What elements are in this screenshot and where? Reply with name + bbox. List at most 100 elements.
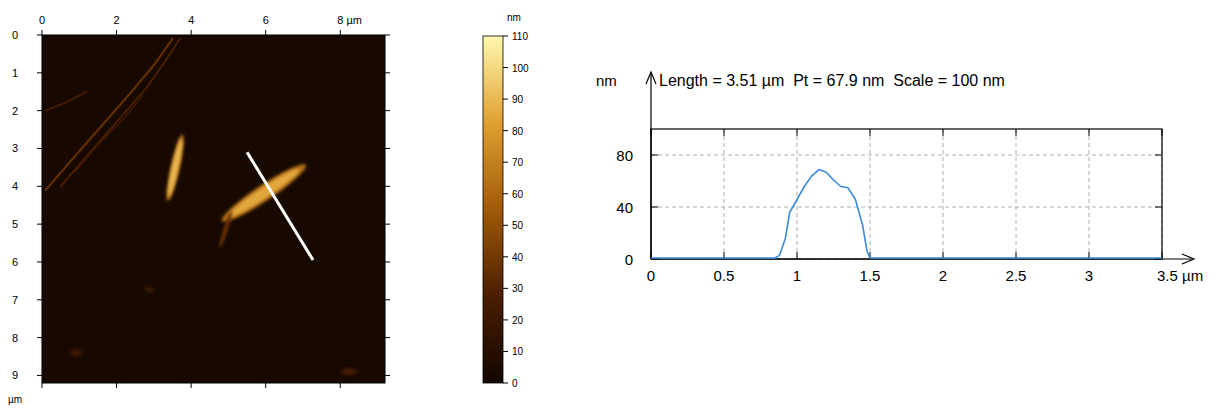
feature-halo xyxy=(340,368,357,375)
x-tick xyxy=(265,30,266,35)
y-tick xyxy=(1155,207,1162,208)
colorbar-tick xyxy=(503,351,508,352)
colorbar-tick xyxy=(503,36,508,37)
colorbar-tick-label: 0 xyxy=(512,378,518,389)
colorbar-tick xyxy=(503,225,508,226)
profile-curve xyxy=(651,170,1162,258)
y-tick xyxy=(385,261,390,262)
colorbar-tick-label: 70 xyxy=(512,157,524,168)
colorbar xyxy=(483,36,503,383)
feature xyxy=(219,212,233,247)
y-tick xyxy=(651,155,658,156)
feature xyxy=(146,287,153,292)
y-tick-label: 7 xyxy=(12,294,18,306)
profile-line xyxy=(247,152,313,260)
y-tick xyxy=(385,148,390,149)
y-tick xyxy=(37,261,42,262)
x-grid xyxy=(1089,129,1090,259)
colorbar-tick xyxy=(503,288,508,289)
x-tick xyxy=(116,383,117,388)
colorbar-tick-label: 100 xyxy=(512,63,529,74)
x-tick xyxy=(191,383,192,388)
x-tick xyxy=(870,129,871,136)
x-tick-label: 1 xyxy=(793,267,801,284)
x-tick xyxy=(1016,129,1017,136)
fiber xyxy=(61,39,180,187)
colorbar-tick-label: 10 xyxy=(512,346,524,357)
colorbar-tick xyxy=(503,99,508,100)
x-tick-label: 4 xyxy=(188,14,194,26)
colorbar-tick-label: 80 xyxy=(512,126,524,137)
y-tick xyxy=(385,72,390,73)
image-frame xyxy=(42,35,385,383)
y-tick xyxy=(37,224,42,225)
y-tick xyxy=(37,148,42,149)
y-tick xyxy=(385,35,390,36)
x-tick xyxy=(1162,129,1163,136)
x-tick-label: 0.5 xyxy=(714,267,735,284)
x-tick xyxy=(724,129,725,136)
feature-halo xyxy=(217,210,233,249)
feature xyxy=(74,350,80,355)
y-tick-label: 4 xyxy=(12,180,18,192)
y-grid xyxy=(651,207,1162,208)
feature-halo xyxy=(70,349,83,356)
x-tick xyxy=(340,383,341,388)
colorbar-tick xyxy=(503,319,508,320)
x-tick xyxy=(1089,129,1090,136)
x-tick-label: 0 xyxy=(39,14,45,26)
y-axis-unit: µm xyxy=(8,394,22,405)
y-tick xyxy=(37,72,42,73)
colorbar-tick xyxy=(503,162,508,163)
feature xyxy=(344,369,353,374)
colorbar-tick xyxy=(503,383,508,384)
x-grid xyxy=(724,129,725,259)
fiber xyxy=(76,96,143,172)
plot-marks xyxy=(651,170,1162,258)
x-tick xyxy=(42,383,43,388)
y-tick xyxy=(385,110,390,111)
y-tick xyxy=(37,299,42,300)
x-tick-label: 2 xyxy=(939,267,947,284)
colorbar-tick xyxy=(503,130,508,131)
y-tick xyxy=(385,375,390,376)
image-ground xyxy=(42,35,385,383)
y-tick xyxy=(651,207,658,208)
colorbar-tick xyxy=(503,67,508,68)
colorbar-tick-label: 90 xyxy=(512,94,524,105)
x-tick-label: 3 xyxy=(1085,267,1093,284)
x-grid xyxy=(797,129,798,259)
x-grid xyxy=(870,129,871,259)
x-tick xyxy=(116,30,117,35)
colorbar-unit: nm xyxy=(507,12,521,23)
fiber xyxy=(46,92,87,111)
y-tick xyxy=(385,337,390,338)
x-tick xyxy=(797,252,798,259)
y-tick-label: 2 xyxy=(12,105,18,117)
colorbar-tick-label: 110 xyxy=(512,31,528,42)
y-tick-label: 8 xyxy=(12,332,18,344)
colorbar-tick-label: 60 xyxy=(512,189,524,200)
figure: 02468 µm0123456789µm01020304050607080901… xyxy=(0,0,1217,408)
y-tick-label: 5 xyxy=(12,218,18,230)
y-tick xyxy=(37,375,42,376)
x-grid xyxy=(1016,129,1017,259)
x-grid xyxy=(943,129,944,259)
image-marks xyxy=(46,39,357,376)
y-tick xyxy=(37,35,42,36)
colorbar-tick xyxy=(503,256,508,257)
colorbar-tick xyxy=(503,193,508,194)
x-tick-label: 3.5 µm xyxy=(1157,267,1203,284)
y-tick-label: 40 xyxy=(616,199,633,216)
feature-halo xyxy=(218,158,311,227)
x-tick-label: 8 µm xyxy=(337,14,362,26)
feature-halo xyxy=(163,134,186,202)
feature xyxy=(226,165,303,221)
y-tick xyxy=(1155,155,1162,156)
fiber xyxy=(46,39,173,190)
feature-halo xyxy=(143,285,156,294)
x-arrow-head xyxy=(1182,254,1194,264)
colorbar-tick-label: 30 xyxy=(512,283,524,294)
x-tick xyxy=(340,30,341,35)
y-grid xyxy=(651,155,1162,156)
